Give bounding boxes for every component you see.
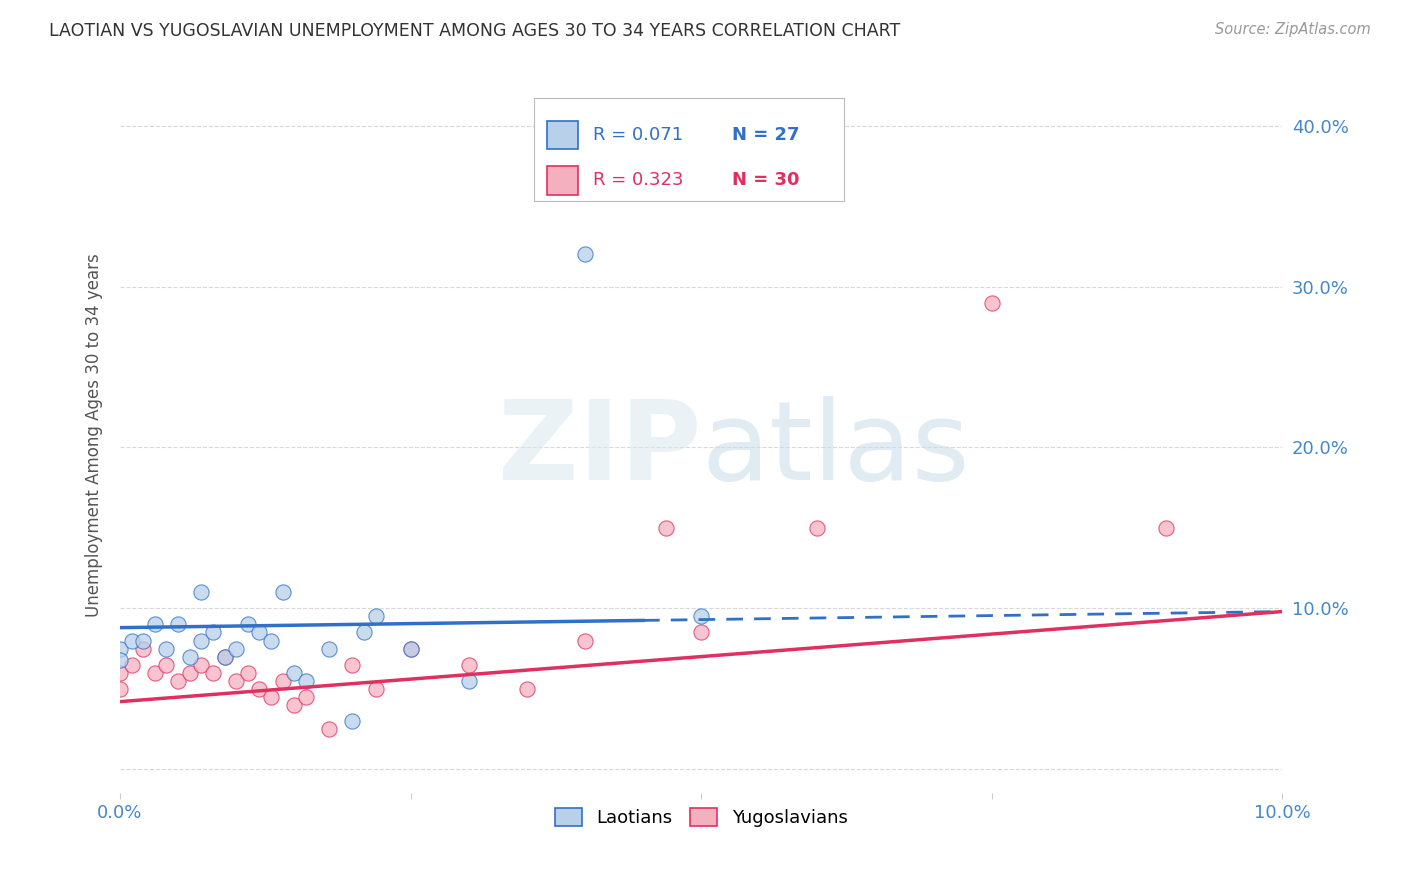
Text: R = 0.071: R = 0.071 <box>593 126 683 144</box>
Text: R = 0.323: R = 0.323 <box>593 171 683 189</box>
Point <box>399 641 422 656</box>
Point <box>249 681 271 696</box>
Point <box>121 633 143 648</box>
Point <box>179 665 201 680</box>
Point <box>295 673 318 688</box>
Point <box>318 641 340 656</box>
Point <box>399 641 422 656</box>
Point <box>155 641 177 656</box>
Point <box>295 690 318 704</box>
Point <box>190 633 212 648</box>
Point <box>283 665 305 680</box>
FancyBboxPatch shape <box>547 120 578 149</box>
Point <box>271 673 294 688</box>
FancyBboxPatch shape <box>547 166 578 194</box>
Point <box>318 722 340 736</box>
Point <box>574 247 596 261</box>
Point <box>201 625 224 640</box>
Point <box>260 690 283 704</box>
Point <box>167 617 190 632</box>
Point <box>980 295 1002 310</box>
Point <box>690 625 713 640</box>
Point <box>155 657 177 672</box>
Point <box>214 649 236 664</box>
Text: Source: ZipAtlas.com: Source: ZipAtlas.com <box>1215 22 1371 37</box>
Point <box>236 665 259 680</box>
Y-axis label: Unemployment Among Ages 30 to 34 years: Unemployment Among Ages 30 to 34 years <box>86 253 103 617</box>
Point <box>108 653 131 667</box>
Point <box>342 714 364 728</box>
Point <box>283 698 305 712</box>
Point <box>364 681 387 696</box>
Point <box>225 641 247 656</box>
Point <box>249 625 271 640</box>
Point <box>260 633 283 648</box>
Point <box>190 585 212 599</box>
Point <box>806 521 828 535</box>
Point <box>342 657 364 672</box>
Point <box>132 633 155 648</box>
Point <box>179 649 201 664</box>
Point <box>457 657 479 672</box>
Point <box>364 609 387 624</box>
Point <box>225 673 247 688</box>
Point <box>132 641 155 656</box>
Point <box>655 521 678 535</box>
Point <box>516 681 538 696</box>
Point <box>236 617 259 632</box>
Point <box>143 617 166 632</box>
Point <box>167 673 190 688</box>
Text: N = 27: N = 27 <box>733 126 800 144</box>
Point <box>271 585 294 599</box>
Text: ZIP: ZIP <box>498 396 702 503</box>
Point <box>121 657 143 672</box>
Point <box>1154 521 1177 535</box>
Point <box>690 609 713 624</box>
Point <box>353 625 375 640</box>
Text: atlas: atlas <box>702 396 970 503</box>
Point <box>214 649 236 664</box>
Text: LAOTIAN VS YUGOSLAVIAN UNEMPLOYMENT AMONG AGES 30 TO 34 YEARS CORRELATION CHART: LAOTIAN VS YUGOSLAVIAN UNEMPLOYMENT AMON… <box>49 22 900 40</box>
Point <box>108 641 131 656</box>
Legend: Laotians, Yugoslavians: Laotians, Yugoslavians <box>547 801 855 834</box>
Point <box>574 633 596 648</box>
Point <box>108 681 131 696</box>
Text: N = 30: N = 30 <box>733 171 800 189</box>
Point <box>143 665 166 680</box>
Point <box>201 665 224 680</box>
Point <box>190 657 212 672</box>
Point <box>108 665 131 680</box>
Point <box>457 673 479 688</box>
